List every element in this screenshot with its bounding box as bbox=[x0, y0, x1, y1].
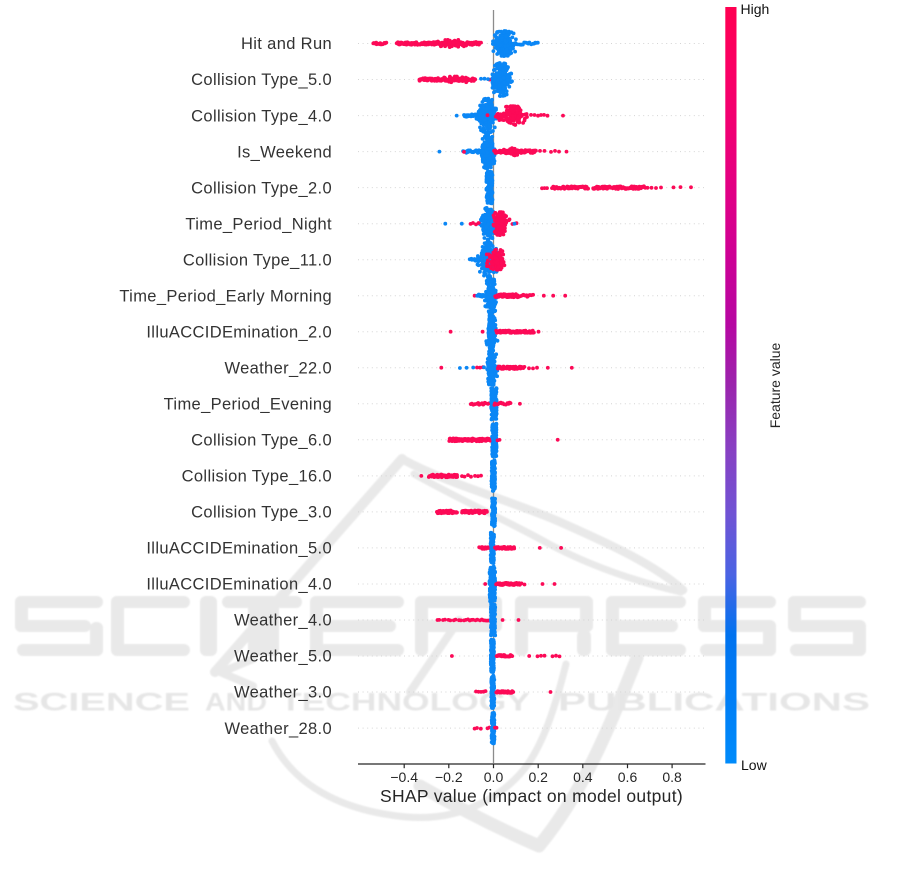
svg-text:SCIENCE: SCIENCE bbox=[13, 689, 190, 717]
svg-text:PUBLICATIONS: PUBLICATIONS bbox=[558, 689, 870, 717]
